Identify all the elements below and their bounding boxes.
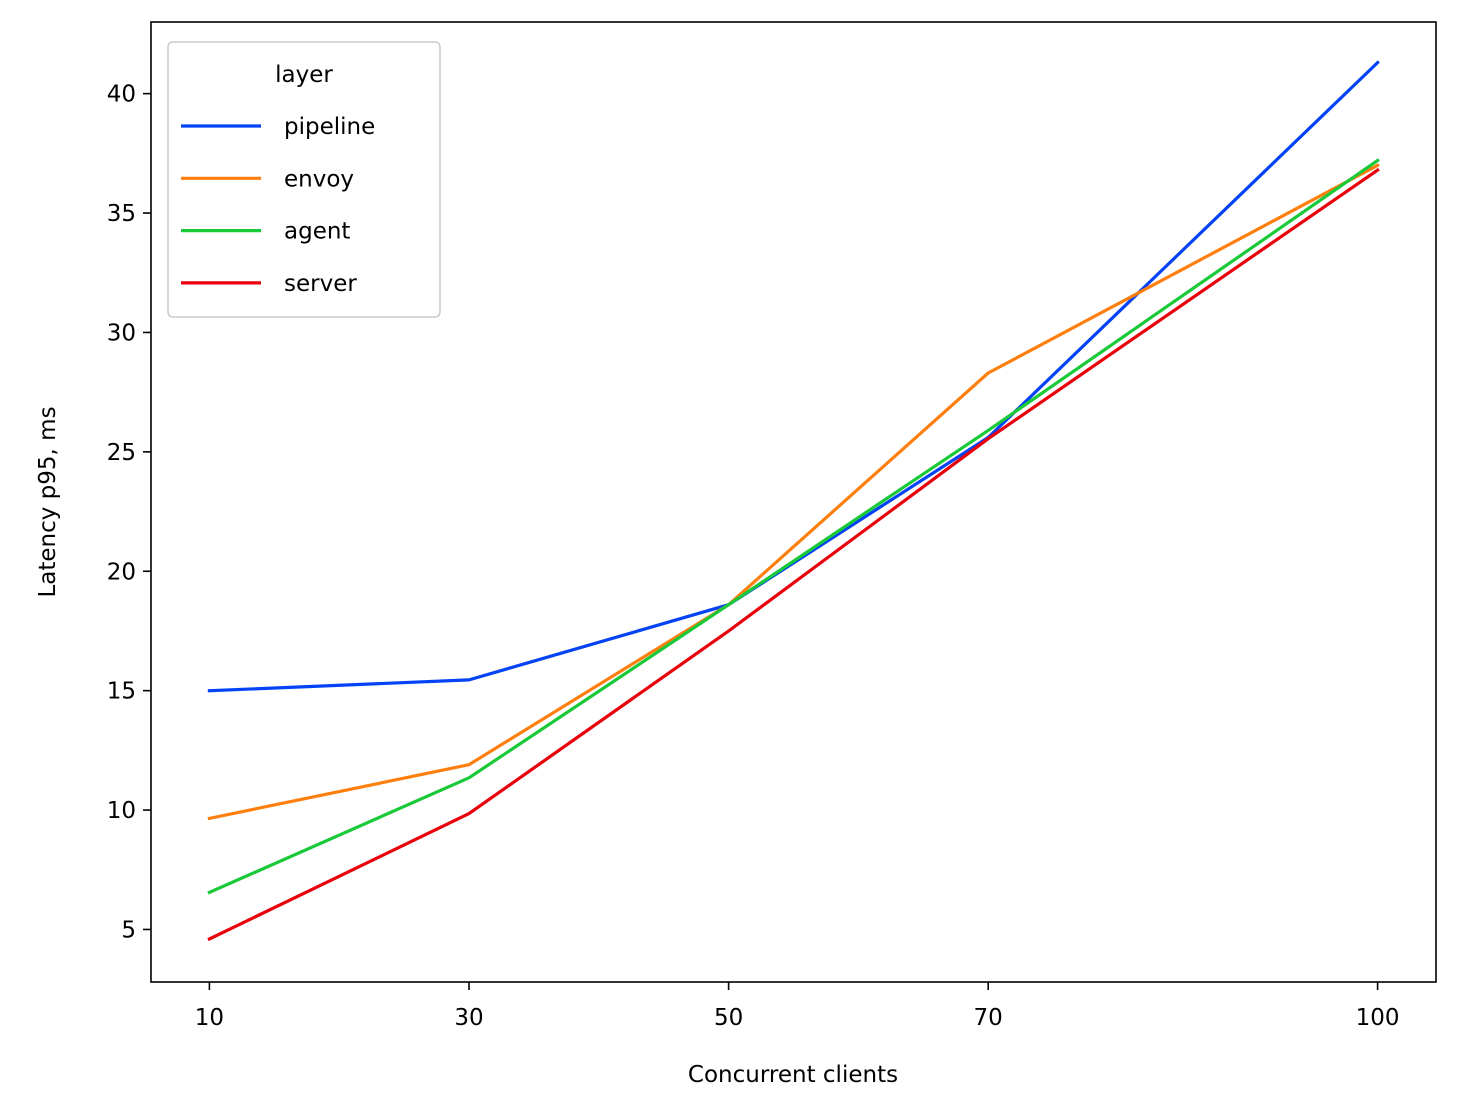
plot-frame (150, 21, 1437, 983)
legend-label-agent: agent (284, 219, 350, 245)
x-axis: 10 30 50 70 100 (195, 982, 1400, 1031)
x-tick-label: 10 (195, 1005, 224, 1031)
series-line-agent (207, 158, 1380, 895)
legend-label-envoy: envoy (284, 166, 354, 192)
x-tick-label: 30 (454, 1005, 483, 1031)
y-tick-label: 5 (121, 917, 136, 943)
series-line-server (207, 167, 1380, 942)
y-axis: 5 10 15 20 25 30 35 40 (107, 82, 151, 943)
y-axis-label: Latency p95, ms (35, 406, 61, 597)
legend-label-pipeline: pipeline (284, 114, 375, 140)
y-tick-label: 40 (107, 82, 136, 108)
legend-label-server: server (284, 271, 357, 297)
y-tick-label: 25 (107, 440, 136, 466)
y-tick-label: 15 (107, 679, 136, 705)
legend-box (167, 41, 441, 318)
x-tick-label: 70 (974, 1005, 1003, 1031)
x-tick-label: 100 (1356, 1005, 1400, 1031)
legend-title: layer (275, 62, 333, 88)
x-tick-label: 50 (714, 1005, 743, 1031)
legend-items: pipeline envoy agent server (181, 114, 375, 297)
y-tick-label: 10 (107, 798, 136, 824)
x-axis-label: Concurrent clients (688, 1062, 898, 1088)
legend: layer pipeline envoy agent server (167, 41, 441, 318)
y-tick-label: 30 (107, 320, 136, 346)
series-layer (207, 60, 1380, 942)
y-tick-label: 35 (107, 201, 136, 227)
y-tick-label: 20 (107, 559, 136, 585)
